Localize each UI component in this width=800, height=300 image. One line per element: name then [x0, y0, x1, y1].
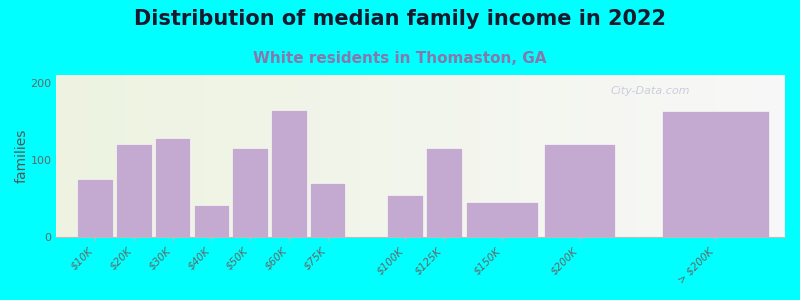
Bar	[78, 179, 113, 237]
Bar	[387, 194, 423, 237]
Text: City-Data.com: City-Data.com	[610, 86, 690, 96]
Bar	[116, 144, 152, 237]
Y-axis label: families: families	[15, 129, 29, 183]
Bar	[310, 183, 346, 237]
Bar	[662, 111, 769, 237]
Text: Distribution of median family income in 2022: Distribution of median family income in …	[134, 9, 666, 29]
Text: White residents in Thomaston, GA: White residents in Thomaston, GA	[254, 51, 546, 66]
Bar	[194, 205, 230, 237]
Bar	[466, 202, 538, 237]
Bar	[232, 148, 268, 237]
Bar	[271, 110, 306, 237]
Bar	[155, 138, 190, 237]
Bar	[426, 148, 462, 237]
Bar	[544, 144, 615, 237]
